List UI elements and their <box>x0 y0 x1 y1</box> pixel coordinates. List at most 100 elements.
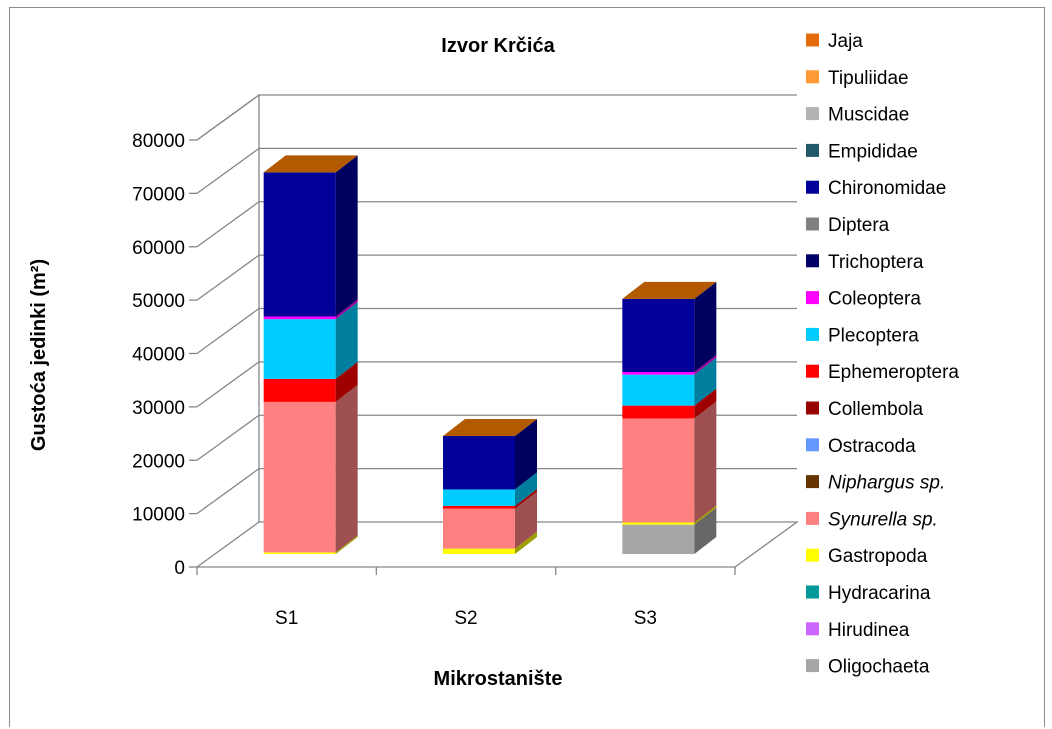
bar-segment-side <box>694 401 717 523</box>
bar-segment <box>263 316 336 320</box>
legend-swatch <box>806 33 819 47</box>
legend-item: Collembola <box>806 399 923 420</box>
gridline <box>196 94 797 141</box>
bar-segment <box>443 436 515 490</box>
y-tick-label: 50000 <box>132 291 185 312</box>
bar-segment <box>263 319 336 379</box>
bar-top-face <box>443 419 537 437</box>
legend-swatch <box>806 548 819 562</box>
x-tick-label: S2 <box>454 608 477 629</box>
legend-label: Muscidae <box>828 105 909 126</box>
bar-segment <box>622 371 695 375</box>
bar-segment-side <box>335 535 358 554</box>
x-tick-label: S1 <box>275 608 298 629</box>
bar-segment <box>622 374 695 406</box>
legend-label: Trichoptera <box>828 252 924 273</box>
bar-segment-side <box>335 302 358 379</box>
x-tick-label: S3 <box>634 608 657 629</box>
y-axis-label: Gustoća jedinki (m²) <box>28 259 50 451</box>
legend-swatch <box>806 217 819 231</box>
bar-segment-side <box>694 507 717 554</box>
legend-item: Hirudinea <box>806 620 910 641</box>
legend-swatch <box>806 475 819 489</box>
legend-swatch <box>806 622 819 636</box>
legend-swatch <box>806 180 819 194</box>
bar-segment-side <box>335 299 358 320</box>
legend-swatch <box>806 70 819 84</box>
gridline <box>196 467 797 515</box>
chart-title: Izvor Krčića <box>441 35 555 57</box>
legend-label: Empididae <box>828 141 918 162</box>
gridline <box>196 307 797 355</box>
bar-segment <box>443 548 515 554</box>
bar-segment-side <box>515 488 537 509</box>
gridline <box>196 361 797 408</box>
y-tick-label: 0 <box>174 558 185 579</box>
legend-label: Plecoptera <box>828 325 919 346</box>
legend-item: Trichoptera <box>806 252 924 273</box>
legend-label: Chironomidae <box>828 178 946 199</box>
legend-item: Ostracoda <box>806 436 916 457</box>
legend-item: Diptera <box>806 215 890 236</box>
gridline <box>196 414 797 461</box>
y-tick-label: 40000 <box>132 345 185 366</box>
legend-item: Tipuliidae <box>806 68 909 89</box>
y-tick-label: 80000 <box>132 131 185 152</box>
bar-segment-side <box>515 419 537 490</box>
legend-swatch <box>806 291 819 305</box>
legend-swatch <box>806 585 819 599</box>
legend-swatch <box>806 327 819 341</box>
legend-item: Empididae <box>806 141 918 162</box>
legend-label: Synurella sp. <box>828 509 938 530</box>
legend-label: Ephemeroptera <box>828 362 959 383</box>
legend-label: Niphargus sp. <box>828 473 945 494</box>
legend-item: Plecoptera <box>806 325 919 346</box>
legend-item: Gastropoda <box>806 546 928 567</box>
bars <box>263 155 717 554</box>
legend-item: Ephemeroptera <box>806 362 959 383</box>
bar-segment-side <box>515 531 537 554</box>
legend-item: Coleoptera <box>806 289 921 310</box>
legend-label: Coleoptera <box>828 289 921 310</box>
gridline <box>196 201 797 248</box>
bar-segment-side <box>335 361 358 402</box>
bar-segment <box>622 522 695 525</box>
y-tick-labels: 0 10000 20000 30000 40000 50000 60000 70000 8000… <box>132 131 185 579</box>
legend-item: Chironomidae <box>806 178 946 199</box>
legend-swatch <box>806 659 819 673</box>
legend-label: Hydracarina <box>828 583 931 604</box>
legend-item: Oligochaeta <box>806 657 930 678</box>
bar-segment <box>622 405 695 419</box>
legend: Jaja Tipuliidae Muscidae Empididae Chironomi… <box>806 31 959 678</box>
legend-swatch <box>806 143 819 157</box>
bar-segment <box>622 298 695 372</box>
chart-frame <box>9 7 1045 727</box>
bar-segment-side <box>694 354 717 375</box>
legend-swatch <box>806 511 819 525</box>
bar-stack-s1 <box>263 155 358 554</box>
legend-label: Jaja <box>828 31 863 52</box>
y-tick-label: 30000 <box>132 398 185 419</box>
legend-label: Gastropoda <box>828 546 928 567</box>
bar-segment <box>263 552 336 554</box>
gridlines <box>189 94 797 568</box>
legend-item: Muscidae <box>806 105 909 126</box>
bar-segment <box>263 401 336 553</box>
bar-segment-side <box>694 357 717 406</box>
bar-segment <box>263 172 336 317</box>
bar-segment <box>443 505 515 509</box>
bar-segment-side <box>694 388 717 419</box>
legend-item: Synurella sp. <box>806 509 938 530</box>
y-tick-label: 10000 <box>132 505 185 526</box>
bar-segment-side <box>694 505 717 525</box>
legend-label: Diptera <box>828 215 890 236</box>
bar-segment-side <box>515 491 537 549</box>
legend-label: Tipuliidae <box>828 68 909 89</box>
y-tick-label: 20000 <box>132 451 185 472</box>
bar-segment <box>443 508 515 549</box>
bar-segment <box>443 489 515 506</box>
legend-label: Collembola <box>828 399 923 420</box>
legend-label: Ostracoda <box>828 436 916 457</box>
legend-item: Hydracarina <box>806 583 931 604</box>
